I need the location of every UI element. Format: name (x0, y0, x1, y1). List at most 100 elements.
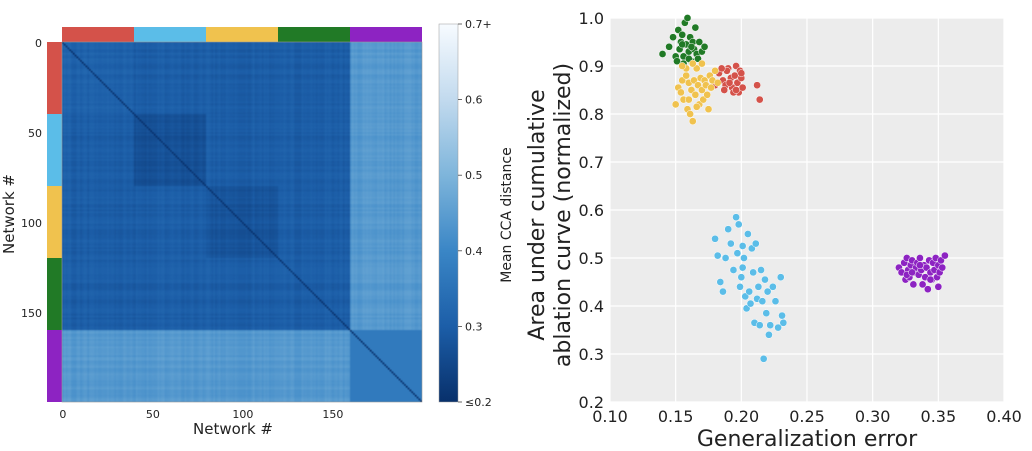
scatter-point-yellow (713, 78, 722, 87)
scatter-point-purple (926, 275, 935, 284)
colorbar-gradient (438, 23, 459, 403)
heatmap-x-tick-label: 50 (146, 408, 160, 421)
scatter-point-blue (744, 230, 752, 238)
scatter-point-blue (732, 213, 740, 222)
scatter-point-yellow (691, 90, 700, 99)
scatter-y-tick-label: 0.8 (579, 105, 604, 124)
scatter-point-blue (762, 309, 771, 318)
heatmap-x-label: Network # (193, 420, 273, 438)
scatter-point-blue (766, 321, 775, 330)
scatter-point-yellow (704, 105, 713, 114)
scatter-y-tick-label: 0.6 (579, 201, 604, 220)
heatmap-frame (61, 41, 423, 403)
scatter-x-ticks: 0.10 0.15 0.20 0.25 0.30 0.35 0.40 (592, 407, 1022, 426)
scatter-point-purple (909, 280, 918, 289)
colorbar-tick-label: 0.3 (465, 320, 483, 333)
scatter-panel: 0.10 0.15 0.20 0.25 0.30 0.35 0.40 0.20.30.40.… (525, 9, 1022, 451)
scatter-point-green (700, 42, 709, 51)
scatter-point-blue (751, 239, 760, 248)
scatter-x-tick-label: 0.40 (986, 407, 1022, 426)
scatter-point-blue (778, 311, 786, 320)
scatter-point-blue (759, 354, 768, 363)
scatter-point-red (732, 86, 740, 94)
scatter-point-blue (763, 287, 772, 296)
scatter-point-purple (923, 285, 932, 294)
scatter-point-yellow (698, 59, 706, 68)
group-bar-top-1 (134, 27, 206, 42)
scatter-x-tick-label: 0.30 (855, 407, 891, 426)
scatter-point-blue (774, 323, 782, 332)
scatter-point-purple (916, 254, 924, 262)
heatmap-y-tick-label: 50 (28, 127, 42, 140)
scatter-point-purple (916, 261, 924, 270)
scatter-point-yellow (686, 110, 694, 118)
scatter-point-green (695, 38, 704, 46)
scatter-point-yellow (692, 102, 701, 111)
scatter-point-green (658, 50, 667, 58)
scatter-point-red (738, 83, 747, 92)
scatter-point-blue (765, 330, 773, 339)
scatter-points (658, 14, 949, 363)
scatter-y-tick-label: 0.9 (579, 57, 604, 76)
colorbar: ≤0.2 0.3 0.4 0.5 0.6 0.7+ Mean CCA distance (438, 18, 515, 409)
scatter-x-tick-label: 0.25 (789, 407, 825, 426)
scatter-point-purple (934, 282, 943, 291)
group-bar-left-4 (47, 330, 62, 402)
scatter-point-blue (779, 318, 788, 327)
scatter-point-red (755, 95, 764, 104)
heatmap-x-ticks: 0 50 100 150 (59, 408, 343, 421)
scatter-point-blue (729, 266, 738, 274)
group-bar-top-2 (206, 27, 278, 42)
scatter-y-tick-label: 0.2 (579, 393, 604, 412)
scatter-point-yellow (711, 66, 719, 75)
scatter-point-red (717, 64, 726, 73)
heatmap-y-tick-label: 150 (21, 307, 42, 320)
scatter-point-blue (746, 299, 755, 308)
heatmap-y-tick-label: 100 (21, 217, 42, 230)
scatter-point-red (725, 78, 734, 87)
scatter-point-blue (745, 287, 754, 296)
heatmap-y-label: Network # (0, 174, 18, 254)
scatter-point-green (669, 33, 677, 42)
scatter-y-tick-label: 0.7 (579, 153, 604, 172)
group-bar-top-4 (350, 27, 422, 42)
group-bar-top-0 (62, 27, 134, 42)
scatter-point-yellow (671, 100, 680, 109)
scatter-point-blue (740, 254, 748, 262)
heatmap-group-bars (47, 27, 422, 402)
scatter-point-blue (761, 275, 769, 284)
scatter-y-tick-label: 0.4 (579, 297, 604, 316)
scatter-point-blue (749, 268, 758, 277)
group-bar-left-2 (47, 186, 62, 258)
scatter-point-yellow (678, 62, 687, 70)
scatter-point-yellow (682, 71, 691, 80)
heatmap-x-tick-label: 0 (59, 408, 66, 421)
scatter-point-blue (716, 278, 725, 286)
colorbar-tick-label: 0.5 (465, 169, 483, 182)
scatter-y-label-line1: Area under cumulative (525, 89, 550, 340)
scatter-point-blue (738, 263, 747, 272)
scatter-point-blue (737, 273, 746, 282)
scatter-point-yellow (688, 117, 697, 126)
scatter-y-tick-label: 0.3 (579, 345, 604, 364)
colorbar-tick-label: ≤0.2 (465, 396, 492, 409)
colorbar-ticks: ≤0.2 0.3 0.4 0.5 0.6 0.7+ (458, 18, 492, 409)
scatter-point-red (753, 81, 761, 90)
colorbar-tick-label: 0.7+ (465, 18, 492, 31)
scatter-point-blue (754, 282, 763, 291)
scatter-point-red (737, 69, 746, 78)
scatter-point-blue (734, 220, 743, 229)
scatter-point-green (687, 42, 696, 51)
scatter-point-blue (758, 297, 767, 306)
scatter-point-blue (713, 251, 722, 260)
scatter-grid (609, 17, 1005, 403)
scatter-point-blue (776, 273, 785, 282)
scatter-point-purple (941, 251, 949, 260)
scatter-point-purple (908, 268, 916, 277)
scatter-y-ticks: 0.2 0.3 0.4 0.5 0.6 0.7 0.8 0.9 1.0 (579, 9, 604, 412)
colorbar-tick-label: 0.6 (465, 94, 483, 107)
scatter-point-blue (733, 249, 742, 258)
scatter-x-tick-label: 0.35 (921, 407, 957, 426)
scatter-point-green (678, 30, 687, 39)
